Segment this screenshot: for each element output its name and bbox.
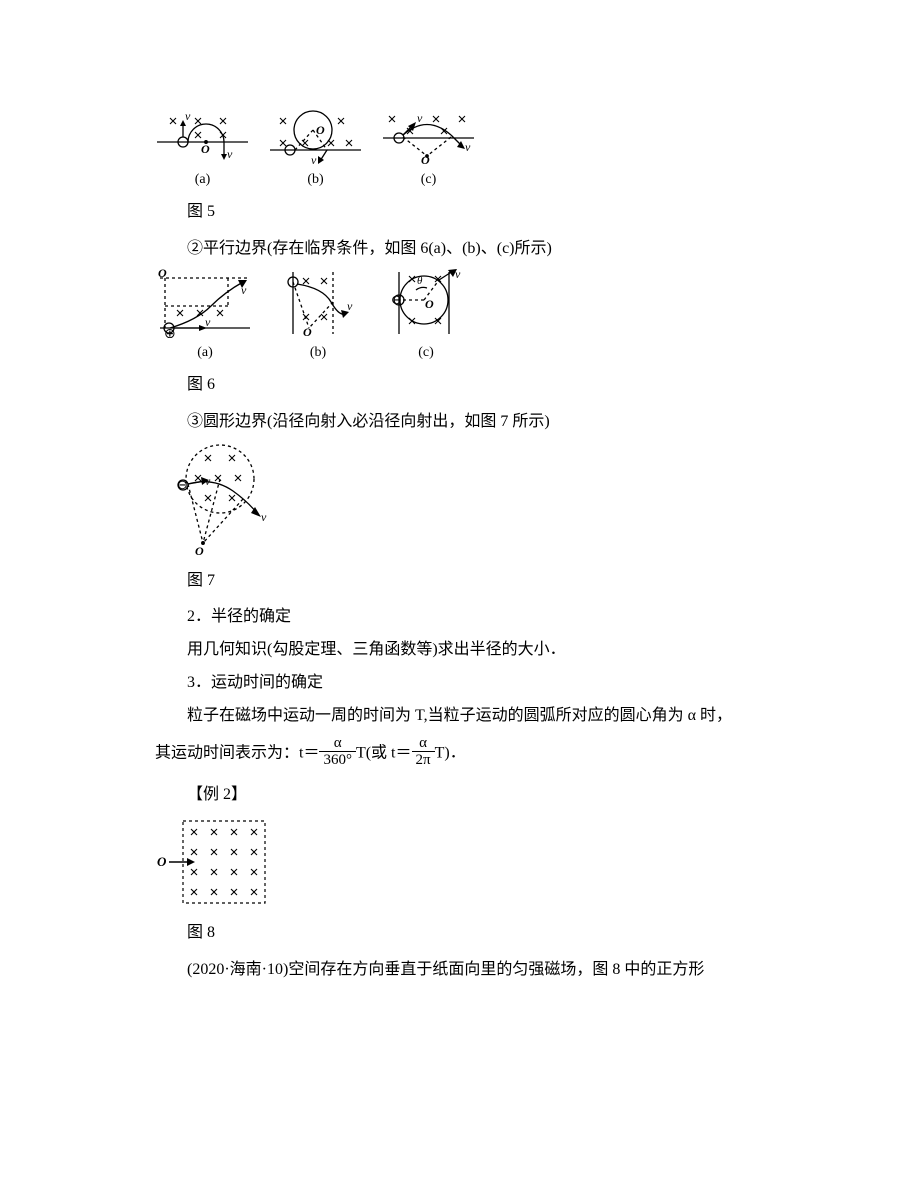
figure-8: O xyxy=(155,813,285,913)
o-label: O xyxy=(195,544,204,558)
v-label-1: v xyxy=(417,111,423,125)
figure-5c-svg: v v O xyxy=(381,110,476,165)
o-label: O xyxy=(316,123,325,137)
formula-suffix: T)． xyxy=(435,744,466,761)
fig7-intro: ③圆形边界(沿径向射入必沿径向射出，如图 7 所示) xyxy=(155,408,765,437)
v-label-2: v xyxy=(205,315,211,329)
figure-7: ⊖ v v O xyxy=(155,441,295,561)
figure-6c-svg: θ v O ⊖ xyxy=(381,268,471,338)
figure-5-row: v v O (a) xyxy=(155,110,765,192)
v-label-1: v xyxy=(205,474,211,488)
document-page: v v O (a) xyxy=(0,0,920,1192)
figure-8-svg: O xyxy=(155,813,285,913)
section-3-title: 3．运动时间的确定 xyxy=(155,669,765,698)
figure-5a-label: (a) xyxy=(195,167,211,192)
figure-5-caption: 图 5 xyxy=(155,198,765,227)
section-2-title: 2．半径的确定 xyxy=(155,603,765,632)
v-label-1: v xyxy=(185,110,191,123)
figure-6c-label: (c) xyxy=(418,340,434,365)
o-label: O xyxy=(303,325,312,338)
svg-text:⊖: ⊖ xyxy=(177,477,188,492)
figure-5b-svg: O v xyxy=(268,110,363,165)
svg-text:⊖: ⊖ xyxy=(391,292,402,307)
figure-5a-svg: v v O xyxy=(155,110,250,165)
fraction-2: α2π xyxy=(412,735,435,769)
v-label-2: v xyxy=(261,510,267,524)
v-label: v xyxy=(347,299,353,313)
o-label: O xyxy=(201,142,210,156)
figure-5b: O v (b) xyxy=(268,110,363,192)
section-3-body: 粒子在磁场中运动一周的时间为 T,当粒子运动的圆弧所对应的圆心角为 α 时， xyxy=(155,702,765,731)
svg-text:⊕: ⊕ xyxy=(164,327,176,338)
figure-6b-label: (b) xyxy=(310,340,326,365)
o-label: O xyxy=(425,297,434,311)
fraction-1: α360° xyxy=(319,735,356,769)
example-2-label: 【例 2】 xyxy=(155,781,765,810)
figure-6a-svg: O v v ⊕ xyxy=(155,268,255,338)
figure-5c: v v O (c) xyxy=(381,110,476,192)
figure-5b-label: (b) xyxy=(307,167,323,192)
figure-5a: v v O (a) xyxy=(155,110,250,192)
formula-mid: T(或 t＝ xyxy=(356,744,412,761)
source-line: (2020·海南·10)空间存在方向垂直于纸面向里的匀强磁场，图 8 中的正方形 xyxy=(155,956,765,985)
formula-prefix: 其运动时间表示为：t＝ xyxy=(155,744,319,761)
figure-7-caption: 图 7 xyxy=(155,567,765,596)
o-label: O xyxy=(421,153,430,165)
figure-6a-label: (a) xyxy=(197,340,213,365)
v-label-2: v xyxy=(465,140,471,154)
formula-line: 其运动时间表示为：t＝α360°T(或 t＝α2πT)． xyxy=(155,737,765,771)
v-label: v xyxy=(455,268,461,281)
figure-6-row: O v v ⊕ (a) xyxy=(155,268,765,365)
o-label: O xyxy=(158,268,167,280)
figure-8-caption: 图 8 xyxy=(155,919,765,948)
figure-8-row: O xyxy=(155,813,765,913)
fig6-intro: ②平行边界(存在临界条件，如图 6(a)、(b)、(c)所示) xyxy=(155,235,765,264)
figure-6b: v O (b) xyxy=(273,268,363,365)
v-label: v xyxy=(311,153,317,165)
figure-6-caption: 图 6 xyxy=(155,371,765,400)
figure-6a: O v v ⊕ (a) xyxy=(155,268,255,365)
theta-label: θ xyxy=(417,275,423,287)
figure-7-row: ⊖ v v O xyxy=(155,441,765,561)
figure-5c-label: (c) xyxy=(421,167,437,192)
v-label-1: v xyxy=(241,283,247,297)
figure-6b-svg: v O xyxy=(273,268,363,338)
o-label: O xyxy=(157,854,167,869)
figure-7-svg: ⊖ v v O xyxy=(155,441,295,561)
section-2-body: 用几何知识(勾股定理、三角函数等)求出半径的大小． xyxy=(155,636,765,665)
v-label-2: v xyxy=(227,147,233,161)
figure-6c: θ v O ⊖ (c) xyxy=(381,268,471,365)
